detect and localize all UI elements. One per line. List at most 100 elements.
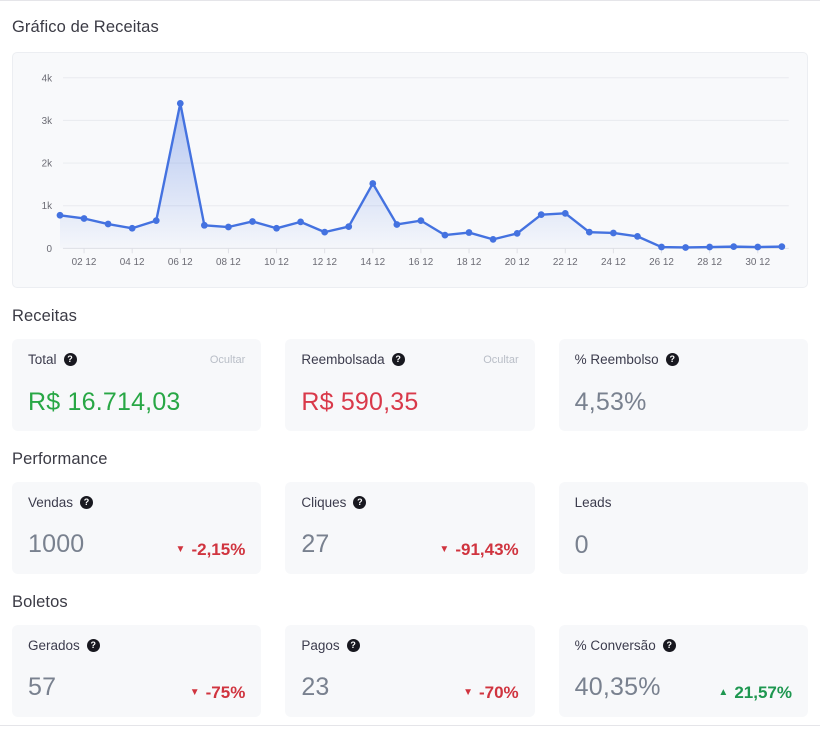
delta-arrow-icon: ▼ [439, 544, 450, 555]
revenue-chart-card: 0 1k 2k 3k 4k 02 12 04 12 06 12 08 12 10 12 12 12 1… [12, 52, 808, 288]
stat-card-value: 23 [301, 673, 330, 701]
svg-text:20 12: 20 12 [505, 257, 530, 268]
help-icon[interactable]: ? [353, 496, 367, 509]
svg-text:18 12: 18 12 [457, 257, 482, 268]
stat-card-label: Reembolsada [301, 352, 385, 367]
stat-card-delta: ▼ -70% [463, 683, 519, 703]
stat-card-value: 1000 [28, 530, 85, 558]
stat-card: % Reembolso ? 4,53% [558, 339, 808, 431]
help-icon[interactable]: ? [63, 353, 77, 366]
svg-text:0: 0 [47, 244, 53, 255]
stat-card-value: 4,53% [574, 388, 647, 416]
svg-text:14 12: 14 12 [360, 257, 385, 268]
stat-card-label: Total [28, 352, 57, 367]
delta-arrow-icon: ▼ [175, 544, 186, 555]
help-icon[interactable]: ? [346, 639, 360, 652]
svg-text:28 12: 28 12 [697, 257, 722, 268]
stat-card-value: 40,35% [574, 673, 661, 701]
delta-arrow-icon: ▼ [463, 687, 473, 698]
svg-text:04 12: 04 12 [120, 257, 145, 268]
section-title-receitas: Receitas [12, 307, 77, 325]
stat-card: Gerados ? 57 ▼ -75% [12, 625, 262, 717]
svg-text:3k: 3k [42, 116, 53, 127]
stat-card: Vendas ? 1000 ▼ -2,15% [12, 482, 262, 574]
receitas-cards-row: Total ? Ocultar R$ 16.714,03 Reembolsada… [12, 339, 808, 431]
help-icon[interactable]: ? [80, 496, 94, 509]
help-icon[interactable]: ? [391, 353, 405, 366]
stat-card-value: 57 [28, 673, 57, 701]
stat-card-label: % Reembolso [574, 352, 659, 367]
delta-value: -2,15% [191, 540, 246, 559]
stat-card-delta: ▼ -2,15% [176, 540, 246, 560]
stat-card: Total ? Ocultar R$ 16.714,03 [12, 339, 262, 431]
stat-card-value: R$ 16.714,03 [28, 388, 181, 416]
stat-card-header: Pagos ? [301, 638, 518, 653]
svg-text:22 12: 22 12 [553, 257, 578, 268]
delta-value: 21,57% [734, 683, 792, 702]
stat-card-delta: ▲ 21,57% [718, 683, 792, 703]
svg-text:24 12: 24 12 [601, 257, 626, 268]
stat-card-label-wrap: Total ? [28, 352, 77, 367]
stat-card-header: Leads [575, 495, 792, 510]
stat-card-header: Vendas ? [28, 495, 245, 510]
stat-card-header: Total ? Ocultar [28, 352, 245, 367]
stat-card-label-wrap: Cliques ? [301, 495, 367, 510]
svg-text:02 12: 02 12 [72, 257, 97, 268]
help-icon[interactable]: ? [86, 639, 100, 652]
help-icon[interactable]: ? [662, 639, 676, 652]
stat-card-label-wrap: Reembolsada ? [301, 352, 405, 367]
stat-card-body: 27 ▼ -91,43% [301, 530, 518, 560]
stat-card-body: R$ 16.714,03 [28, 388, 245, 417]
revenue-area-chart: 0 1k 2k 3k 4k 02 12 04 12 06 12 08 12 10 12 12 12 1… [42, 73, 789, 268]
delta-value: -70% [478, 683, 519, 702]
stat-card-header: Cliques ? [301, 495, 518, 510]
stat-card-label-wrap: Leads [575, 495, 612, 510]
section-title-boletos: Boletos [12, 593, 68, 611]
stat-card-value: 0 [574, 531, 589, 559]
delta-value: -75% [205, 683, 246, 702]
stat-card-label-wrap: Gerados ? [28, 638, 100, 653]
svg-text:26 12: 26 12 [649, 257, 674, 268]
svg-text:4k: 4k [42, 73, 53, 84]
section-title-performance: Performance [12, 450, 108, 468]
ocultar-link[interactable]: Ocultar [483, 354, 519, 366]
stat-card-label: % Conversão [574, 638, 656, 653]
performance-cards-row: Vendas ? 1000 ▼ -2,15% Cliques ? 27 ▼ -9… [12, 482, 808, 574]
stat-card: Leads 0 [558, 482, 808, 574]
stat-card: Reembolsada ? Ocultar R$ 590,35 [285, 339, 535, 431]
stat-card-label-wrap: % Reembolso ? [575, 352, 679, 367]
stat-card-header: % Reembolso ? [575, 352, 792, 367]
stat-card: % Conversão ? 40,35% ▲ 21,57% [558, 625, 808, 717]
stat-card-label: Cliques [301, 495, 347, 510]
stat-card-body: 40,35% ▲ 21,57% [575, 673, 792, 703]
help-icon[interactable]: ? [665, 353, 679, 366]
stat-card-label: Gerados [28, 638, 80, 653]
stat-card-label-wrap: % Conversão ? [575, 638, 676, 653]
stat-card-body: 0 [575, 531, 792, 560]
svg-text:12 12: 12 12 [312, 257, 337, 268]
stat-card-label-wrap: Pagos ? [301, 638, 360, 653]
stat-card-header: Gerados ? [28, 638, 245, 653]
svg-text:16 12: 16 12 [409, 257, 434, 268]
stat-card-header: % Conversão ? [575, 638, 792, 653]
svg-text:10 12: 10 12 [264, 257, 289, 268]
delta-value: -91,43% [455, 540, 519, 559]
svg-text:08 12: 08 12 [216, 257, 241, 268]
stat-card: Cliques ? 27 ▼ -91,43% [285, 482, 535, 574]
stat-card-body: 57 ▼ -75% [28, 673, 245, 703]
stat-card-body: 23 ▼ -70% [301, 673, 518, 703]
delta-arrow-icon: ▼ [189, 687, 200, 698]
stat-card-label-wrap: Vendas ? [28, 495, 94, 510]
chart-section-title: Gráfico de Receitas [12, 18, 159, 36]
stat-card-delta: ▼ -75% [190, 683, 246, 703]
svg-text:30 12: 30 12 [745, 257, 770, 268]
stat-card-value: 27 [301, 530, 330, 558]
stat-card-delta: ▼ -91,43% [439, 540, 518, 560]
stat-card-label: Pagos [301, 638, 340, 653]
stat-card-label: Leads [574, 495, 612, 510]
ocultar-link[interactable]: Ocultar [209, 354, 246, 366]
svg-text:2k: 2k [42, 159, 53, 170]
svg-text:1k: 1k [42, 201, 53, 212]
stat-card-body: R$ 590,35 [301, 388, 518, 417]
boletos-cards-row: Gerados ? 57 ▼ -75% Pagos ? 23 ▼ -70% [12, 625, 808, 717]
